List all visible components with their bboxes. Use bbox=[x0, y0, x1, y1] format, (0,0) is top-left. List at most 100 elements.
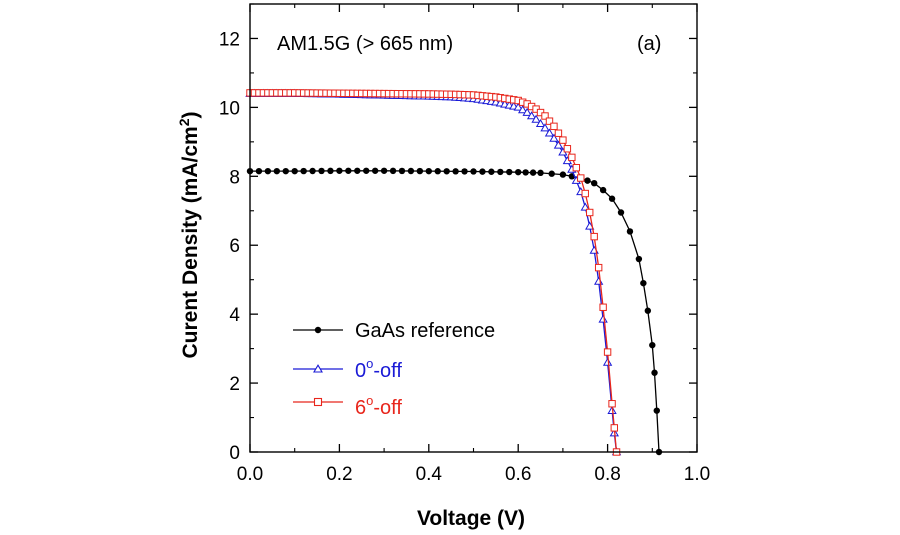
condition-annotation: AM1.5G (> 665 nm) bbox=[277, 33, 453, 55]
legend: GaAs reference 0o-off 6o-off bbox=[293, 320, 495, 419]
data-point-gaas bbox=[599, 186, 607, 194]
data-point-0off bbox=[593, 276, 604, 285]
data-point-6off bbox=[541, 112, 549, 120]
data-point-6off bbox=[545, 117, 554, 125]
x-tick-label: 0.0 bbox=[237, 464, 263, 485]
data-point-gaas bbox=[506, 168, 513, 176]
data-point-gaas bbox=[318, 167, 325, 175]
data-point-gaas bbox=[515, 168, 522, 176]
data-point-gaas bbox=[273, 167, 281, 175]
data-point-gaas bbox=[434, 168, 441, 175]
data-point-gaas bbox=[300, 167, 307, 175]
data-point-gaas bbox=[644, 307, 652, 314]
data-point-gaas bbox=[264, 167, 272, 175]
data-point-gaas bbox=[398, 167, 406, 175]
x-tick-label: 0.4 bbox=[416, 464, 443, 485]
y-axis-title: Curent Density (mA/cm2) bbox=[176, 111, 202, 358]
data-point-gaas bbox=[461, 168, 468, 175]
data-point-0off bbox=[598, 314, 608, 323]
data-point-gaas bbox=[479, 168, 486, 175]
data-point-gaas bbox=[548, 170, 555, 177]
y-tick-label: 12 bbox=[219, 29, 240, 50]
axis-layer: 0.0 0.2 0.4 0.6 0.8 1.0 0 2 4 6 8 10 12 bbox=[219, 3, 710, 485]
data-point-0off bbox=[522, 107, 532, 116]
data-point-gaas bbox=[345, 167, 352, 174]
data-point-gaas bbox=[649, 341, 656, 349]
data-point-gaas bbox=[640, 279, 647, 287]
data-point-0off bbox=[544, 128, 555, 137]
data-point-0off bbox=[580, 202, 590, 211]
data-point-gaas bbox=[559, 171, 567, 178]
data-point-0off bbox=[535, 118, 546, 128]
data-point-gaas bbox=[635, 255, 643, 263]
data-point-gaas bbox=[380, 167, 388, 174]
data-point-gaas bbox=[626, 228, 634, 235]
data-point-6off bbox=[608, 400, 616, 408]
data-point-6off bbox=[550, 122, 558, 131]
data-point-0off bbox=[526, 111, 537, 120]
x-tick-label: 0.8 bbox=[594, 464, 620, 485]
data-point-6off bbox=[568, 153, 576, 162]
data-point-6off bbox=[586, 208, 594, 217]
legend-marker-6off bbox=[313, 397, 323, 407]
data-point-gaas bbox=[407, 167, 415, 175]
data-point-gaas bbox=[336, 167, 343, 174]
data-point-0off bbox=[518, 105, 528, 114]
data-point-gaas bbox=[590, 180, 598, 187]
y-axis-title-sup: 2 bbox=[176, 118, 192, 126]
plot-layer bbox=[245, 88, 663, 456]
y-axis-title-main: Curent Density (mA/cm bbox=[179, 126, 202, 358]
data-point-gaas bbox=[522, 169, 529, 176]
y-tick-label: 10 bbox=[219, 98, 240, 119]
x-axis-title: Voltage (V) bbox=[417, 507, 525, 530]
data-point-gaas bbox=[443, 168, 450, 175]
data-point-gaas bbox=[488, 168, 495, 175]
data-point-gaas bbox=[497, 168, 504, 176]
data-point-gaas bbox=[452, 168, 459, 175]
data-point-6off bbox=[590, 232, 598, 241]
data-point-gaas bbox=[309, 167, 316, 175]
legend-item-6off: 6o-off bbox=[293, 393, 402, 419]
x-tick-label: 1.0 bbox=[684, 464, 710, 485]
data-point-gaas bbox=[529, 169, 537, 176]
data-point-gaas bbox=[425, 167, 432, 175]
legend-label-6off: 6o-off bbox=[355, 393, 402, 419]
data-point-gaas bbox=[282, 167, 289, 175]
y-tick-label: 4 bbox=[229, 305, 240, 326]
data-point-gaas bbox=[389, 167, 397, 175]
series-6off bbox=[246, 89, 621, 456]
data-point-0off bbox=[513, 102, 523, 111]
data-point-0off bbox=[531, 114, 541, 123]
legend-marker-gaas bbox=[314, 326, 322, 334]
data-point-6off bbox=[577, 174, 585, 182]
data-point-gaas bbox=[608, 195, 616, 202]
x-tick-label: 0.2 bbox=[326, 464, 352, 485]
series-line-gaas bbox=[250, 170, 660, 453]
data-point-6off bbox=[610, 424, 619, 432]
data-point-6off bbox=[581, 189, 589, 198]
data-point-gaas bbox=[371, 167, 379, 174]
data-point-gaas bbox=[327, 167, 334, 175]
data-point-gaas bbox=[584, 177, 591, 184]
data-point-gaas bbox=[651, 369, 658, 376]
plot-frame bbox=[249, 3, 698, 453]
data-point-gaas bbox=[617, 209, 625, 216]
y-tick-label: 8 bbox=[229, 167, 240, 188]
data-point-gaas bbox=[470, 168, 477, 175]
legend-item-gaas: GaAs reference bbox=[293, 320, 495, 342]
data-point-0off bbox=[553, 140, 564, 149]
data-point-6off bbox=[594, 263, 603, 272]
data-point-gaas bbox=[537, 169, 544, 177]
data-point-0off bbox=[540, 123, 550, 132]
data-point-gaas bbox=[255, 167, 263, 175]
data-point-gaas bbox=[653, 407, 660, 414]
data-point-6off bbox=[572, 163, 581, 172]
y-tick-label: 2 bbox=[229, 374, 240, 395]
series-0off bbox=[245, 88, 622, 456]
legend-marker-0off bbox=[313, 364, 323, 373]
y-tick-label: 6 bbox=[229, 236, 240, 257]
data-point-gaas bbox=[363, 167, 370, 174]
data-point-gaas bbox=[354, 167, 361, 174]
legend-item-0off: 0o-off bbox=[293, 356, 402, 382]
